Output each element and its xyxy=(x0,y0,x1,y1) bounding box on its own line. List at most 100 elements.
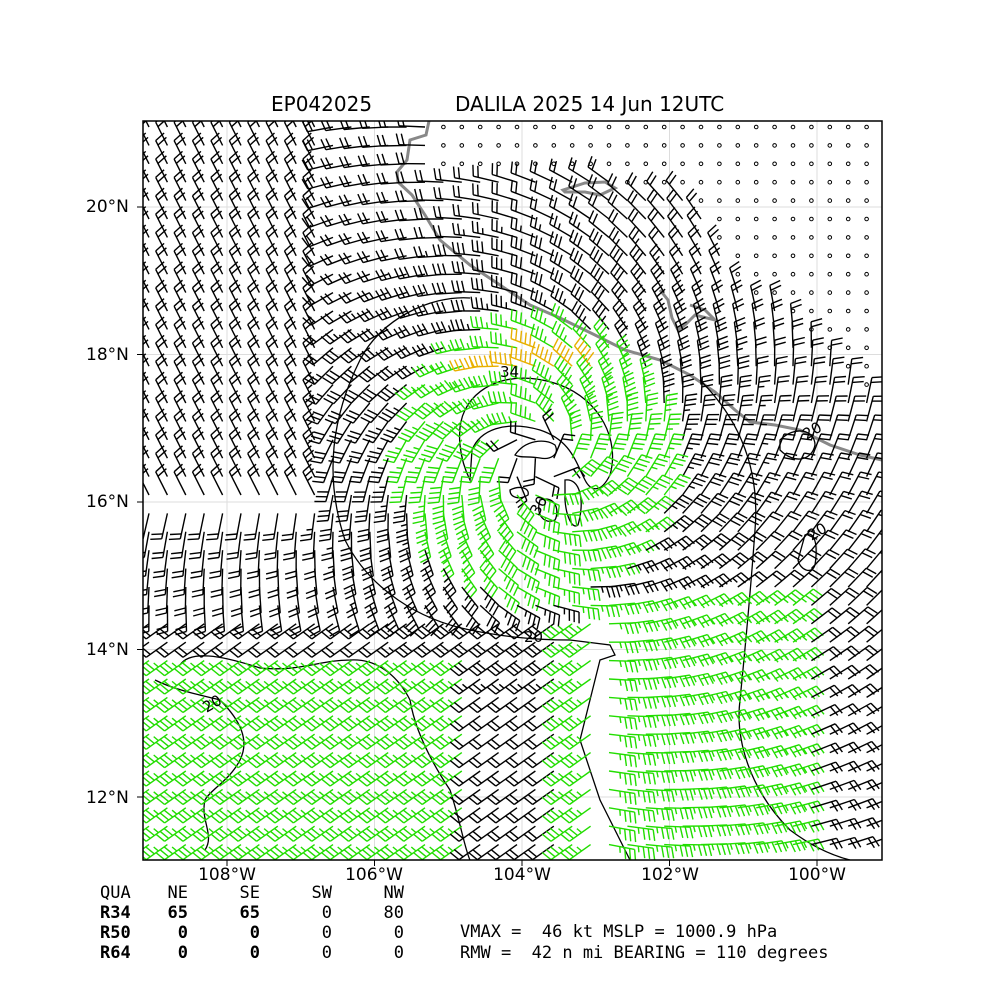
barb-stroke xyxy=(688,242,699,252)
barb-stroke xyxy=(530,261,555,275)
wind-barb xyxy=(301,235,334,248)
barb-stroke xyxy=(302,150,312,160)
barb-stroke xyxy=(720,379,733,383)
barb-stroke xyxy=(647,497,658,506)
barb-stroke xyxy=(362,154,368,167)
barb-stroke xyxy=(717,556,728,565)
barb-stroke xyxy=(361,212,369,224)
barb-stroke xyxy=(864,628,875,637)
wind-barb xyxy=(491,237,518,257)
barb-stroke xyxy=(192,353,202,362)
barb-stroke xyxy=(552,558,556,570)
wind-barb xyxy=(283,261,297,293)
barb-stroke xyxy=(228,242,239,252)
barb-stroke xyxy=(476,419,485,429)
barb-stroke xyxy=(786,595,797,604)
barb-stroke xyxy=(442,568,453,578)
barb-stroke xyxy=(192,316,202,326)
barb-stroke xyxy=(212,136,223,146)
barb-stroke xyxy=(866,528,882,551)
barb-stroke xyxy=(643,372,655,378)
barb-stroke xyxy=(634,641,639,654)
barb-stroke xyxy=(143,242,147,247)
barb-stroke xyxy=(233,665,243,674)
wind-barb xyxy=(283,150,297,183)
barb-stroke xyxy=(312,480,324,484)
barb-stroke xyxy=(658,522,669,531)
wind-barb xyxy=(351,476,371,503)
wind-barb xyxy=(210,169,224,201)
barb-stroke xyxy=(513,625,523,634)
wind-barb xyxy=(430,341,462,355)
wind-barb xyxy=(338,175,370,188)
wind-barb xyxy=(356,231,389,244)
wind-barb xyxy=(467,476,481,506)
barb-stroke xyxy=(539,346,545,358)
barb-stroke xyxy=(753,491,765,498)
barb-stroke xyxy=(380,505,387,508)
barb-stroke xyxy=(373,520,386,524)
barb-stroke xyxy=(384,593,396,601)
barb-stroke xyxy=(461,242,465,255)
barb-stroke xyxy=(286,468,296,477)
barb-stroke xyxy=(591,410,604,415)
wind-barb xyxy=(531,358,555,386)
wind-barb xyxy=(755,511,784,533)
barb-stroke xyxy=(267,173,278,183)
barb-stroke xyxy=(173,224,183,234)
barb-stroke xyxy=(302,132,312,142)
barb-stroke xyxy=(263,662,270,668)
barb-stroke xyxy=(247,471,261,496)
barb-stroke xyxy=(692,619,697,626)
barb-stroke xyxy=(562,316,567,324)
barb-stroke xyxy=(733,472,745,478)
barb-stroke xyxy=(770,534,782,542)
barb-stroke xyxy=(531,643,542,653)
barb-stroke xyxy=(857,475,870,480)
barb-stroke xyxy=(668,447,675,450)
barb-stroke xyxy=(672,524,679,530)
wind-barb xyxy=(639,353,653,385)
barb-stroke xyxy=(741,399,754,402)
barb-stroke xyxy=(826,571,837,579)
barb-stroke xyxy=(484,580,492,591)
barb-stroke xyxy=(343,233,351,244)
wind-barb xyxy=(553,433,576,459)
barb-stroke xyxy=(576,222,581,229)
barb-stroke xyxy=(247,279,257,289)
wind-barb xyxy=(773,375,790,404)
barb-stroke xyxy=(801,616,808,622)
barb-stroke xyxy=(168,538,181,541)
barb-stroke xyxy=(485,553,495,563)
barb-stroke xyxy=(735,555,746,564)
barb-stroke xyxy=(350,475,363,479)
barb-stroke xyxy=(155,667,166,677)
barb-stroke xyxy=(467,376,474,388)
barb-stroke xyxy=(570,424,583,430)
wind-barb xyxy=(283,353,297,385)
barb-stroke xyxy=(514,602,520,614)
wind-barb xyxy=(283,121,297,146)
barb-stroke xyxy=(471,202,474,214)
wind-barb xyxy=(866,589,882,606)
barb-stroke xyxy=(808,572,819,580)
barb-stroke xyxy=(378,415,389,423)
barb-stroke xyxy=(616,270,625,281)
barb-stroke xyxy=(849,606,860,615)
barb-stroke xyxy=(509,581,516,593)
wind-barb xyxy=(529,214,555,239)
barb-stroke xyxy=(510,179,513,192)
barb-stroke xyxy=(529,352,532,365)
barb-stroke xyxy=(675,316,686,324)
barb-stroke xyxy=(210,408,220,418)
wind-barb xyxy=(382,439,408,464)
barb-stroke xyxy=(804,495,816,501)
wind-barb xyxy=(200,121,205,128)
barb-stroke xyxy=(704,393,717,397)
barb-stroke xyxy=(524,592,528,599)
barb-stroke xyxy=(692,500,704,508)
barb-stroke xyxy=(510,401,513,413)
barb-stroke xyxy=(618,546,624,553)
wind-barb xyxy=(265,187,279,220)
barb-stroke xyxy=(398,144,426,147)
